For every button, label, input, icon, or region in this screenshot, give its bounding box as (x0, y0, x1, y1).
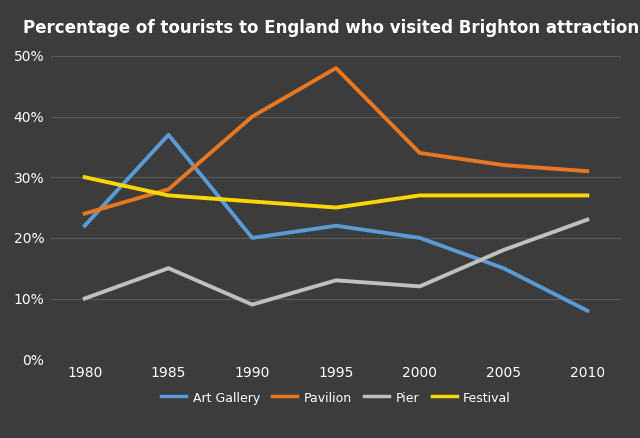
Pier (500, 247, 508, 253)
Pier (416, 284, 424, 289)
Line: Pier: Pier (84, 220, 588, 304)
Line: Festival: Festival (84, 177, 588, 208)
Pavilion (164, 187, 172, 192)
Festival (416, 193, 424, 198)
Title: Percentage of tourists to England who visited Brighton attractions: Percentage of tourists to England who vi… (23, 19, 640, 37)
Pavilion (248, 114, 256, 119)
Festival (332, 205, 340, 210)
Festival (81, 175, 88, 180)
Pier (81, 296, 88, 301)
Pier (584, 217, 591, 223)
Festival (248, 199, 256, 204)
Art Gallery (81, 223, 88, 228)
Festival (164, 193, 172, 198)
Art Gallery (500, 265, 508, 271)
Pier (164, 265, 172, 271)
Art Gallery (164, 132, 172, 138)
Line: Pavilion: Pavilion (84, 68, 588, 214)
Pavilion (332, 65, 340, 71)
Pier (332, 278, 340, 283)
Art Gallery (416, 235, 424, 240)
Art Gallery (332, 223, 340, 228)
Pavilion (584, 169, 591, 174)
Line: Art Gallery: Art Gallery (84, 135, 588, 311)
Festival (584, 193, 591, 198)
Art Gallery (248, 235, 256, 240)
Pavilion (81, 211, 88, 216)
Pavilion (500, 162, 508, 168)
Pavilion (416, 150, 424, 155)
Pier (248, 302, 256, 307)
Legend: Art Gallery, Pavilion, Pier, Festival: Art Gallery, Pavilion, Pier, Festival (156, 386, 516, 410)
Festival (500, 193, 508, 198)
Art Gallery (584, 308, 591, 313)
